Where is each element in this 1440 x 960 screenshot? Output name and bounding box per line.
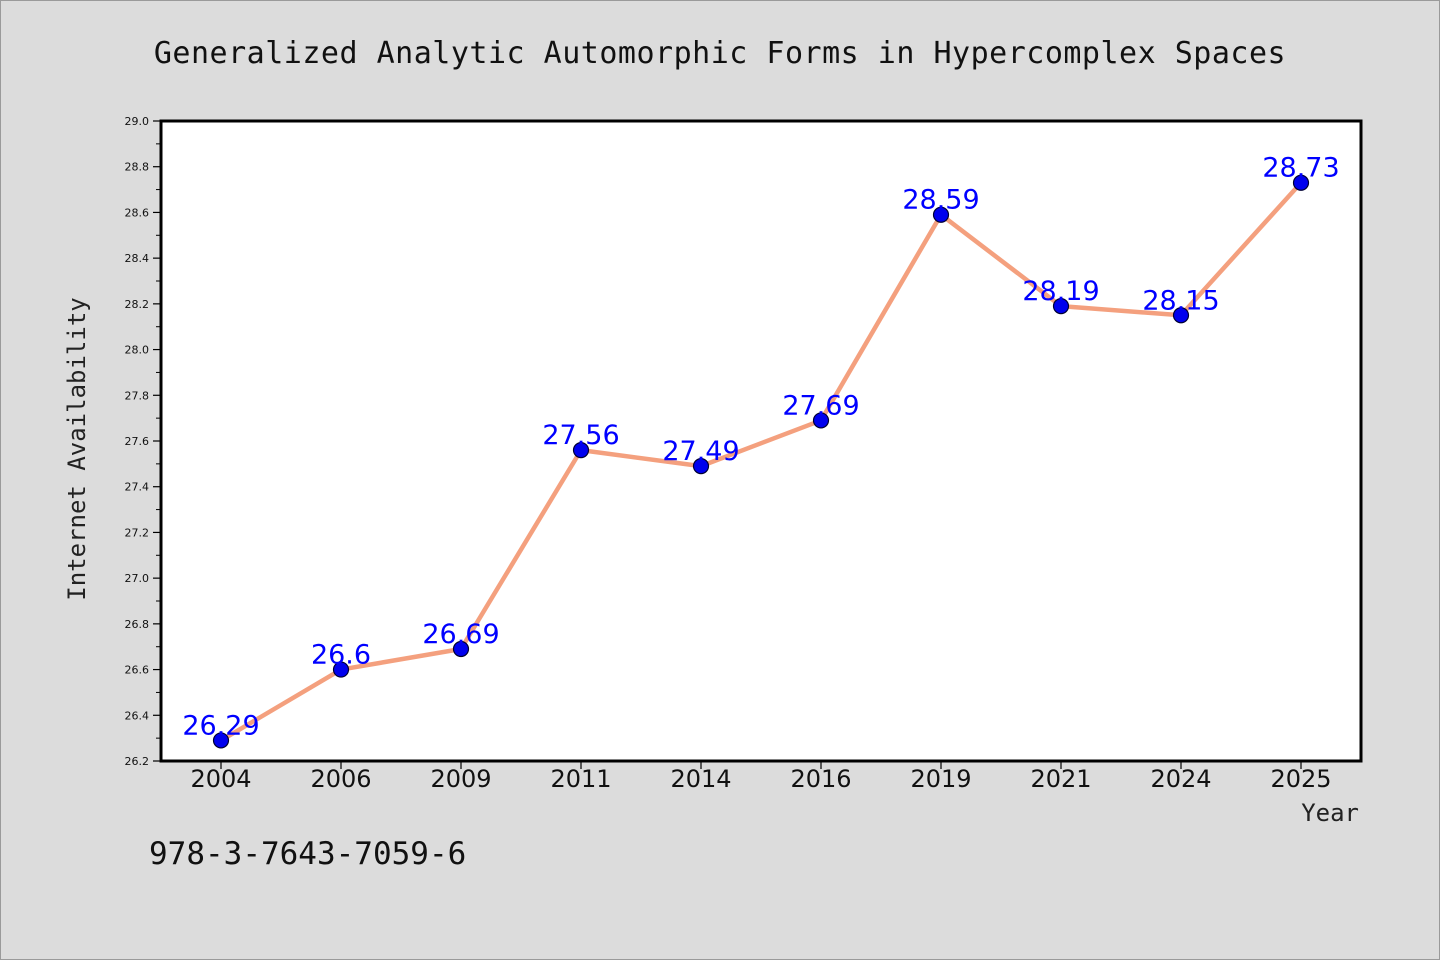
data-labels-group: 26.29 26.6 26.69 27.56 27.49 27.69 28.59 28.19 2… <box>182 153 1339 742</box>
data-point <box>1052 298 1070 315</box>
y-tick-label: 28.0 <box>125 344 150 357</box>
data-label: 26.29 <box>182 710 259 741</box>
data-label: 26.6 <box>311 640 371 671</box>
data-point <box>332 661 350 678</box>
y-tick-label: 28.6 <box>125 206 150 219</box>
data-point <box>452 640 470 658</box>
y-tick-label: 28.2 <box>125 298 150 311</box>
x-tick-label: 2021 <box>1030 765 1091 793</box>
x-tick-label: 2004 <box>190 765 251 793</box>
x-axis-ticks: 2004 2006 2009 2011 2014 2016 2019 2021 2024 2025 <box>190 761 1332 793</box>
x-axis-label: Year <box>1301 799 1359 827</box>
y-tick-label: 27.8 <box>125 389 150 402</box>
data-label: 27.49 <box>662 436 739 467</box>
data-label: 28.19 <box>1022 276 1099 307</box>
y-tick-label: 27.4 <box>125 481 150 494</box>
x-tick-label: 2025 <box>1270 765 1331 793</box>
x-tick-label: 2006 <box>310 765 371 793</box>
y-tick-label: 29.0 <box>125 115 150 128</box>
y-tick-label: 28.8 <box>125 161 150 174</box>
y-tick-label: 27.6 <box>125 435 150 448</box>
y-tick-label: 26.8 <box>125 618 150 631</box>
y-tick-label: 26.4 <box>125 709 150 722</box>
chart-title: Generalized Analytic Automorphic Forms i… <box>154 36 1286 71</box>
x-tick-label: 2016 <box>790 765 851 793</box>
y-tick-label: 27.0 <box>125 572 150 585</box>
data-point <box>932 206 950 223</box>
data-label: 28.59 <box>902 185 979 216</box>
data-point <box>572 442 590 459</box>
data-point <box>812 412 830 429</box>
y-tick-label: 26.6 <box>125 664 150 677</box>
y-axis-label: Internet Availability <box>63 297 91 600</box>
x-tick-label: 2019 <box>910 765 971 793</box>
data-label: 27.69 <box>782 390 859 421</box>
series-line-group <box>212 174 1310 749</box>
series-line <box>218 180 1304 743</box>
data-label: 26.69 <box>422 619 499 650</box>
x-tick-label: 2011 <box>550 765 611 793</box>
data-point <box>1292 174 1310 191</box>
x-tick-label: 2014 <box>670 765 731 793</box>
data-label: 28.15 <box>1142 285 1219 316</box>
y-tick-label: 28.4 <box>125 252 150 265</box>
y-tick-label: 26.2 <box>125 755 150 768</box>
data-point <box>1172 307 1190 324</box>
y-axis-ticks: 26.2 26.4 26.6 26.8 27.0 27.2 27.4 27.6 27.8 28.0… <box>125 115 161 768</box>
y-tick-label: 27.2 <box>125 526 150 539</box>
isbn-footnote: 978-3-7643-7059-6 <box>149 836 466 872</box>
plot-frame <box>159 119 1363 763</box>
data-label: 28.73 <box>1262 153 1339 184</box>
data-point <box>692 458 710 475</box>
data-label: 27.56 <box>542 420 619 451</box>
data-point <box>212 732 230 749</box>
x-tick-label: 2009 <box>430 765 491 793</box>
x-tick-label: 2024 <box>1150 765 1211 793</box>
